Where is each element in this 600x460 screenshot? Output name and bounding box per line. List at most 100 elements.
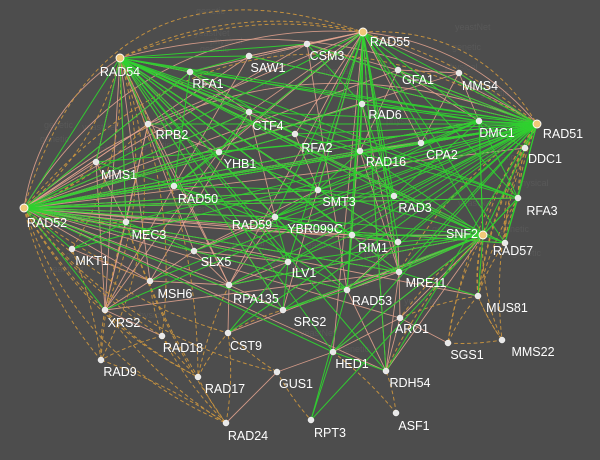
edge-genetic (119, 23, 538, 125)
node-label-gfa1: GFA1 (402, 73, 434, 87)
graph-node-rad59[interactable] (271, 213, 279, 221)
graph-node-ddc1[interactable] (521, 144, 529, 152)
graph-node-rpb2[interactable] (144, 120, 152, 128)
graph-node-rpt3[interactable] (307, 416, 315, 424)
node-label-rad54: RAD54 (100, 65, 140, 79)
graph-node-csm3[interactable] (303, 40, 311, 48)
graph-node-rad53[interactable] (343, 286, 351, 294)
graph-node-rad24[interactable] (222, 419, 230, 427)
graph-node-sgs1[interactable] (444, 339, 452, 347)
graph-node-ctf4[interactable] (245, 108, 253, 116)
edge-type-watermark: genetic (104, 292, 134, 302)
node-label-yhb1: YHB1 (224, 157, 257, 171)
edge-yeastNet (274, 216, 484, 236)
graph-node-rad50[interactable] (170, 182, 178, 190)
edge-genetic (477, 147, 526, 297)
graph-node-rad51[interactable] (532, 119, 542, 129)
edge-yeastNet (359, 150, 395, 197)
graph-node-gus1[interactable] (273, 368, 281, 376)
edge-yeastNet (173, 185, 348, 291)
graph-node-rad9[interactable] (97, 356, 105, 364)
edge-genetic (23, 207, 151, 282)
edge-type-watermark: genetic (486, 152, 516, 162)
edge-yeastNet (393, 120, 480, 197)
edge-physical (228, 261, 289, 286)
graph-node-mms1[interactable] (92, 158, 100, 166)
edge-yeastNet (193, 123, 538, 252)
graph-node-ybr099c[interactable] (348, 231, 356, 239)
graph-node-rad3[interactable] (390, 192, 398, 200)
graph-node-mkt1[interactable] (68, 245, 76, 253)
edge-yeastNet (351, 31, 364, 236)
edge-yeastNet (119, 57, 353, 236)
graph-node-saw1[interactable] (245, 52, 253, 60)
edge-yeastNet (282, 234, 484, 311)
node-label-rad50: RAD50 (178, 192, 218, 206)
node-label-rad51: RAD51 (543, 127, 583, 141)
graph-node-rdh54[interactable] (382, 367, 390, 375)
edge-physical (189, 31, 364, 73)
graph-node-mre11[interactable] (395, 268, 403, 276)
edge-yeastNet (119, 57, 395, 197)
edge-yeastNet (504, 197, 519, 244)
edge-yeastNet (359, 103, 363, 152)
graph-node-rim1[interactable] (394, 238, 402, 246)
graph-node-aro1[interactable] (396, 314, 404, 322)
graph-node-rad57[interactable] (501, 239, 509, 247)
edge-physical (346, 289, 387, 372)
graph-node-ilv1[interactable] (284, 258, 292, 266)
edge-yeastNet (119, 57, 296, 135)
graph-node-rad54[interactable] (115, 53, 125, 63)
edge-physical (95, 161, 106, 311)
edge-yeastNet (282, 289, 348, 311)
node-label-layer: RAD54 SAW1 CSM3 RAD55 GFA1 MMS4 RFA1 RAD6 CTF4 RP… (27, 35, 583, 443)
graph-node-mms4[interactable] (455, 69, 463, 77)
edge-yeastNet (95, 57, 121, 163)
edge-physical (149, 111, 250, 282)
graph-node-mus81[interactable] (474, 292, 482, 300)
graph-node-hed1[interactable] (329, 348, 337, 356)
graph-node-rpa135[interactable] (225, 281, 233, 289)
edge-yeastNet (362, 31, 399, 243)
graph-node-rad17[interactable] (194, 373, 202, 381)
node-layer[interactable] (19, 27, 542, 427)
graph-node-cst9[interactable] (224, 329, 232, 337)
edge-genetic (477, 197, 519, 297)
graph-node-slx5[interactable] (190, 247, 198, 255)
edge-physical (397, 69, 480, 122)
edge-yeastNet (23, 207, 106, 311)
graph-node-dmc1[interactable] (475, 117, 483, 125)
edge-yeastNet (248, 111, 538, 125)
edge-yeastNet (119, 57, 506, 244)
graph-node-rad18[interactable] (158, 332, 166, 340)
graph-node-gfa1[interactable] (394, 66, 402, 74)
graph-node-yhb1[interactable] (215, 148, 223, 156)
edge-yeastNet (119, 57, 387, 372)
graph-node-rfa2[interactable] (291, 130, 299, 138)
graph-node-mec3[interactable] (122, 218, 130, 226)
edge-physical (149, 280, 230, 286)
graph-node-msh6[interactable] (146, 277, 154, 285)
graph-node-mms22[interactable] (498, 336, 506, 344)
graph-node-rfa1[interactable] (186, 68, 194, 76)
graph-node-rad6[interactable] (358, 100, 366, 108)
node-label-smt3: SMT3 (322, 195, 355, 209)
node-label-rad59: RAD59 (232, 218, 272, 232)
node-label-mus81: MUS81 (486, 301, 528, 315)
edge-genetic (447, 339, 503, 344)
graph-node-rad55[interactable] (358, 27, 368, 37)
edge-yeastNet (398, 271, 479, 297)
graph-node-xrs2[interactable] (101, 306, 109, 314)
node-label-gus1: GUS1 (279, 377, 313, 391)
graph-node-rad52[interactable] (19, 203, 29, 213)
graph-node-cpa2[interactable] (417, 139, 425, 147)
graph-node-rfa3[interactable] (514, 194, 522, 202)
graph-node-rad16[interactable] (356, 147, 364, 155)
graph-node-smt3[interactable] (314, 186, 322, 194)
graph-node-snf2[interactable] (478, 230, 488, 240)
graph-node-asf1[interactable] (392, 409, 400, 417)
edge-yeastNet (218, 111, 250, 153)
graph-node-srs2[interactable] (279, 306, 287, 314)
edge-yeastNet (119, 57, 191, 73)
